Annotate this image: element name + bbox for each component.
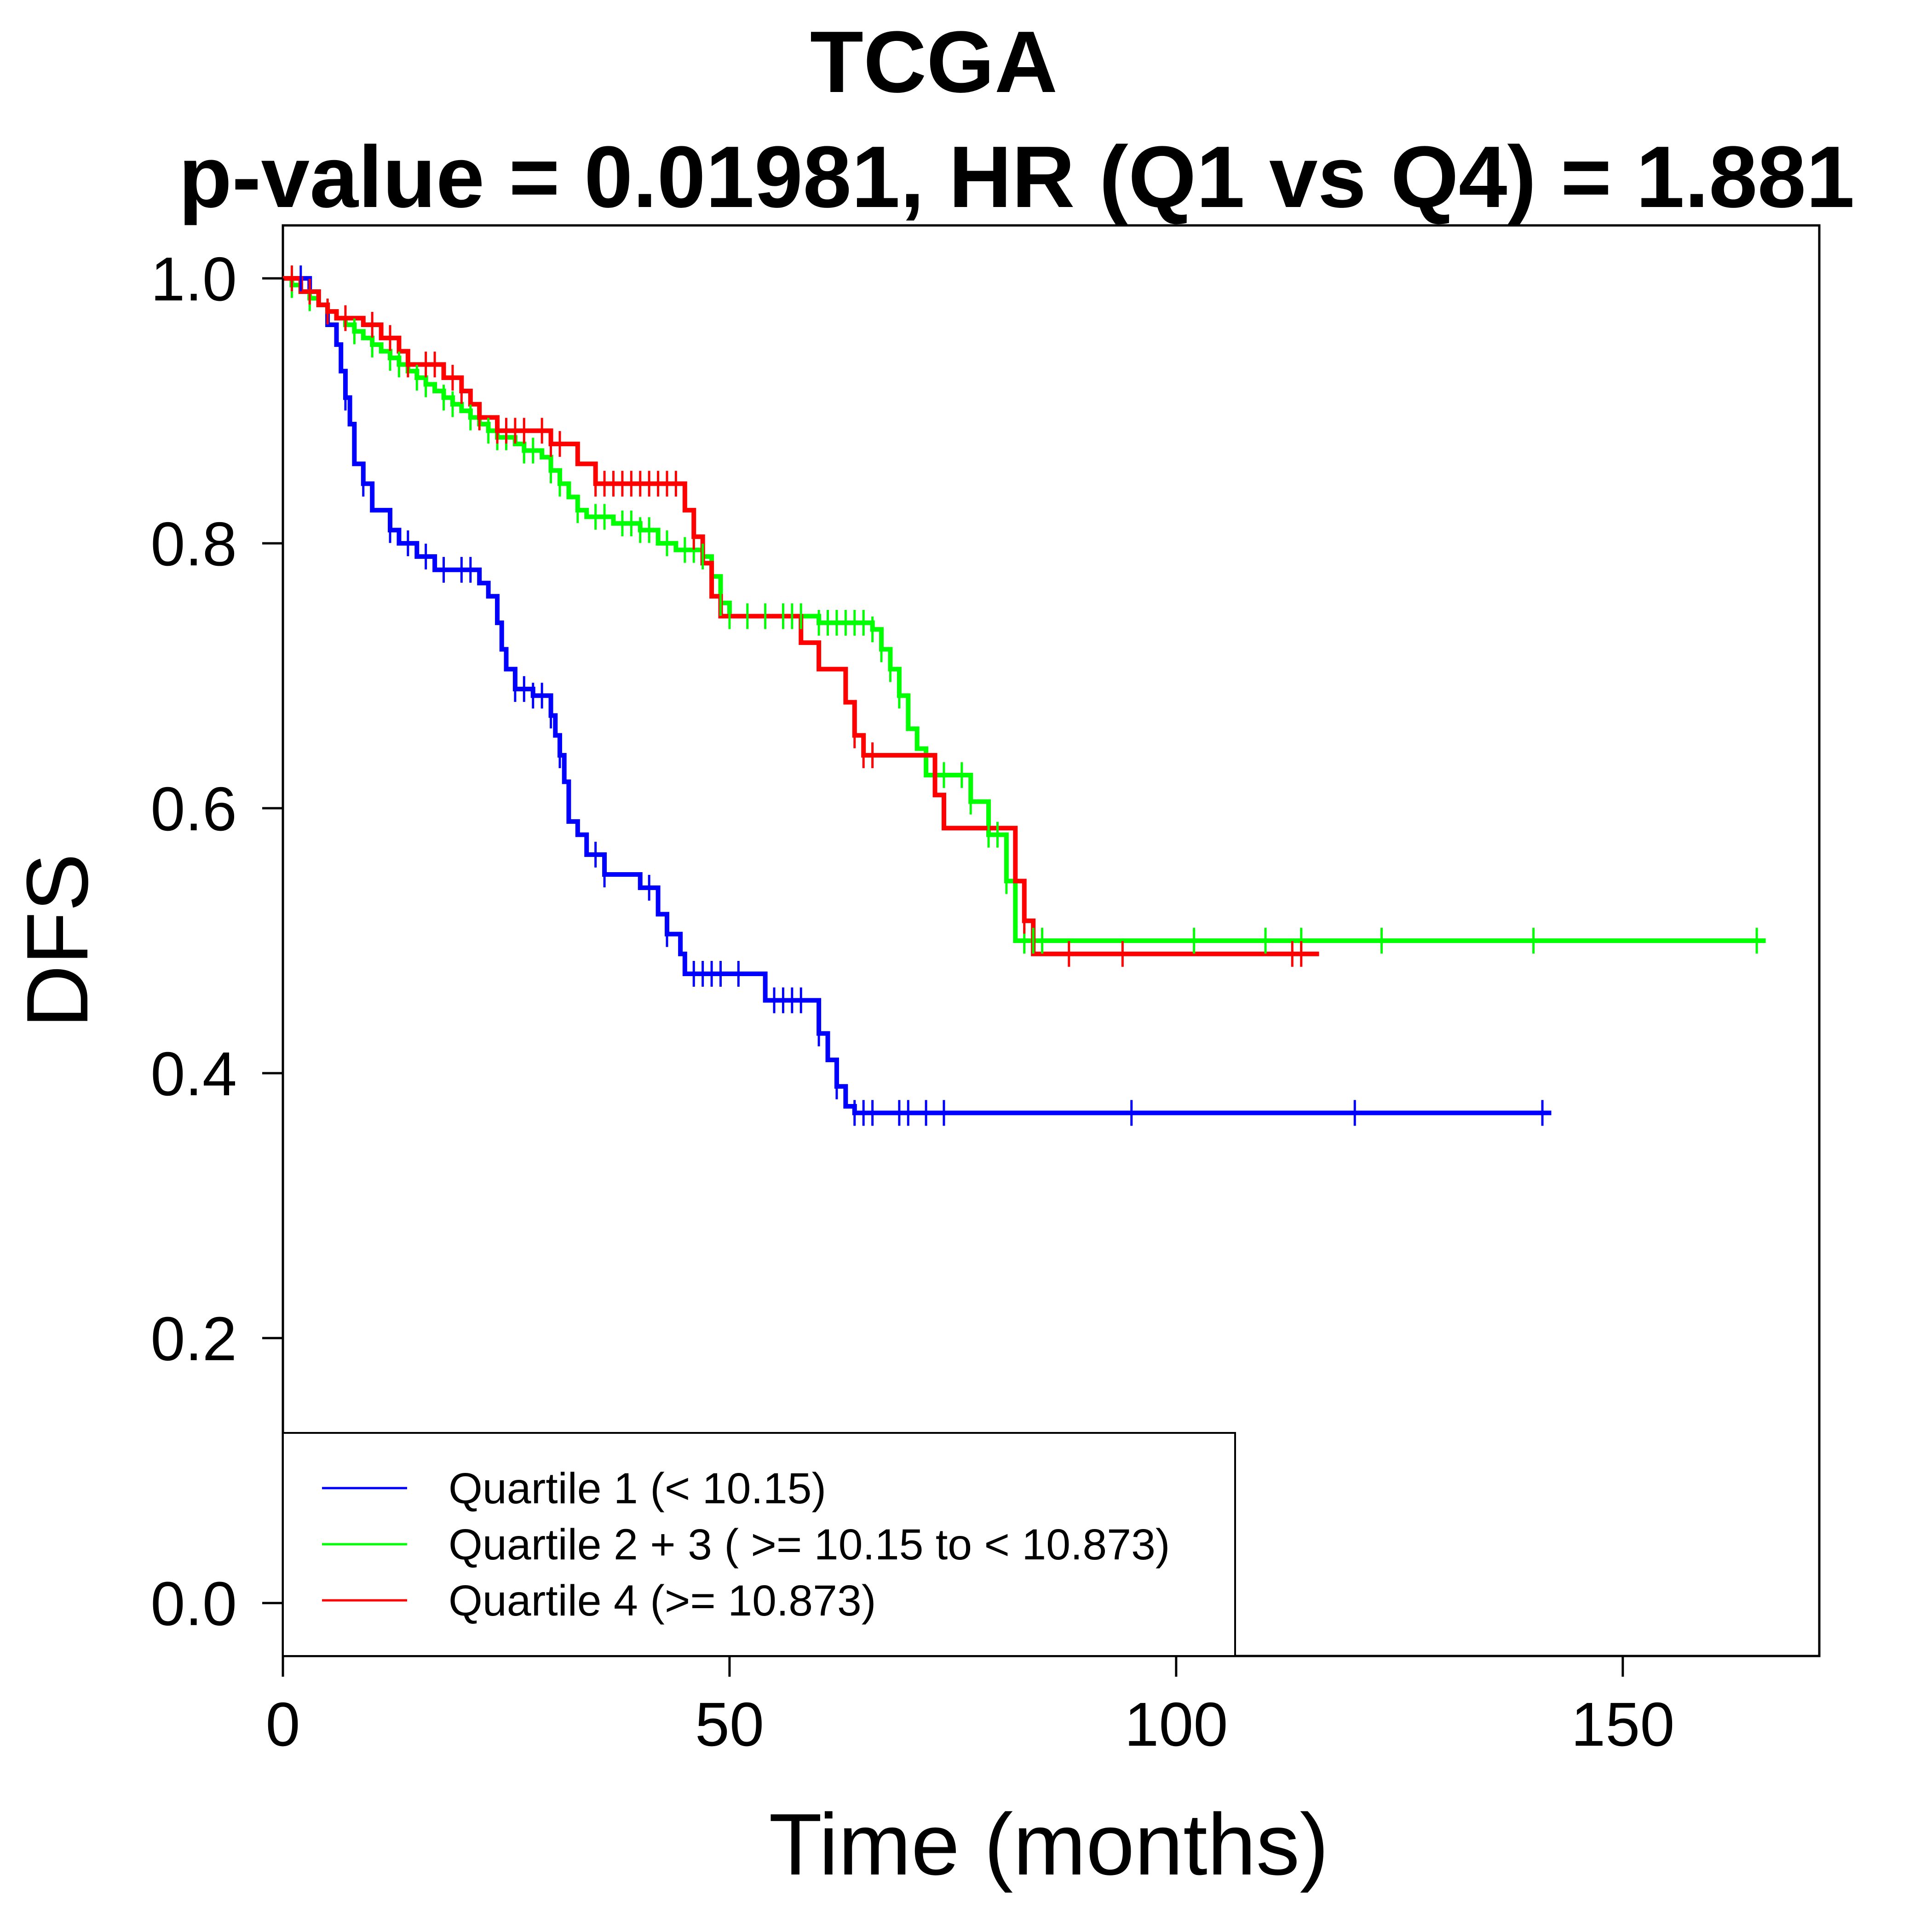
x-tick-label: 100	[1124, 1690, 1228, 1759]
x-tick-label: 50	[695, 1690, 764, 1759]
x-axis: 0 50 100 150	[265, 1655, 1674, 1759]
legend-label-3: Quartile 4 (>= 10.873)	[448, 1576, 876, 1625]
y-tick-label: 0.6	[150, 774, 237, 844]
series-line-2	[283, 276, 1766, 943]
y-tick-label: 1.0	[150, 244, 237, 314]
legend-box	[282, 1432, 1236, 1657]
chart-subtitle: p-value = 0.01981, HR (Q1 vs Q4) = 1.881	[178, 128, 1855, 226]
x-tick-label: 150	[1571, 1690, 1674, 1759]
y-tick-label: 0.2	[150, 1304, 237, 1374]
chart-title: TCGA	[810, 13, 1058, 111]
legend: Quartile 1 (< 10.15) Quartile 2 + 3 ( >= …	[282, 1432, 1236, 1657]
censor-layer	[290, 265, 1758, 1126]
y-tick-label: 0.8	[150, 509, 237, 579]
legend-label-1: Quartile 1 (< 10.15)	[448, 1464, 826, 1513]
y-axis: 0.0 0.2 0.4 0.6 0.8 1.0	[150, 244, 284, 1639]
series-layer	[283, 276, 1766, 1116]
y-tick-label: 0.0	[150, 1569, 237, 1639]
y-tick-label: 0.4	[150, 1039, 237, 1109]
y-axis-label: DFS	[9, 853, 106, 1028]
legend-label-2: Quartile 2 + 3 ( >= 10.15 to < 10.873)	[448, 1520, 1170, 1569]
x-tick-label: 0	[265, 1690, 300, 1759]
x-axis-label: Time (months)	[769, 1796, 1329, 1893]
